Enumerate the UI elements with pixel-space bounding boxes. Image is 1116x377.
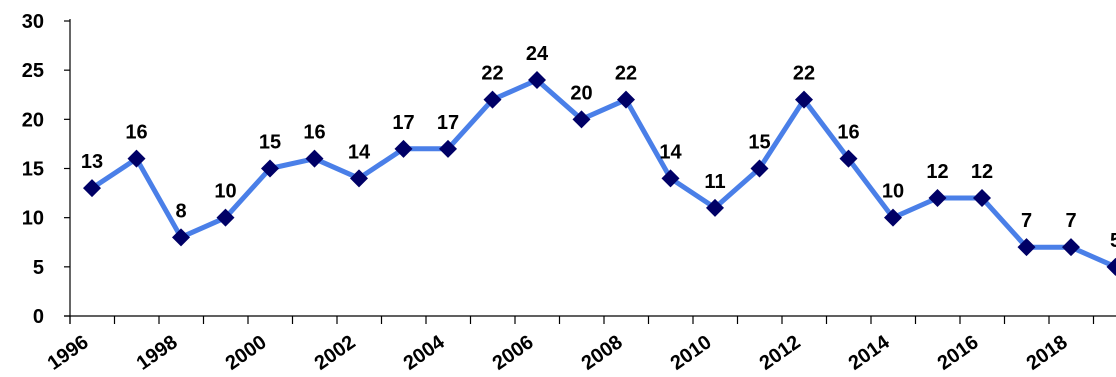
x-tick-label: 2012 — [756, 331, 805, 375]
series-line — [90, 77, 1116, 270]
data-label: 12 — [971, 161, 993, 183]
x-tick-label: 2018 — [1023, 331, 1072, 375]
x-tick-label-group: 2002 — [311, 331, 360, 375]
y-tick-label: 30 — [22, 11, 44, 33]
data-label: 7 — [1065, 210, 1076, 232]
data-label: 22 — [793, 63, 815, 85]
data-point-marker — [1062, 238, 1080, 257]
data-label: 12 — [926, 161, 948, 183]
y-tick-label: 20 — [22, 109, 44, 131]
data-point-marker — [572, 110, 591, 129]
x-tick-label: 1996 — [44, 331, 93, 375]
y-tick-label: 5 — [33, 257, 44, 279]
x-tick-label-group: 1998 — [133, 331, 182, 375]
data-point-marker — [706, 198, 724, 217]
data-label: 22 — [481, 63, 503, 85]
x-axis-ticks: 1996 1998 2000 2002 2004 2006 2008 2010 2012 2014… — [44, 316, 1095, 375]
x-tick-label-group: 2000 — [222, 331, 271, 375]
data-point-marker — [750, 159, 769, 178]
data-label: 13 — [81, 151, 103, 173]
data-point-marker — [261, 159, 279, 178]
data-label: 10 — [214, 181, 236, 203]
data-label: 10 — [882, 181, 904, 203]
x-tick-label-group: 2004 — [400, 331, 450, 375]
x-tick-label: 2000 — [222, 331, 271, 375]
x-tick-label-group: 2010 — [667, 331, 716, 375]
y-tick-label: 25 — [22, 60, 44, 82]
x-tick-label-group: 2018 — [1023, 331, 1072, 375]
data-point-marker — [528, 71, 546, 89]
data-point-marker — [839, 149, 858, 168]
y-tick-label: 0 — [33, 306, 44, 328]
data-point-marker — [973, 189, 991, 207]
y-axis-ticks: 0 5 10 15 20 25 30 — [22, 11, 70, 328]
data-point-marker — [1106, 257, 1116, 276]
data-point-marker — [172, 228, 190, 247]
x-tick-label: 2010 — [667, 331, 716, 375]
data-label: 5 — [1110, 230, 1116, 252]
data-point-marker — [884, 208, 902, 227]
y-tick-label: 10 — [22, 208, 44, 230]
data-label: 22 — [615, 63, 637, 85]
data-labels: 13 16 8 10 15 16 14 17 17 22 24 20 22 14 11 15 22 16 10 12 1… — [81, 43, 1116, 252]
data-point-marker — [83, 179, 101, 198]
x-tick-label: 2002 — [311, 331, 360, 375]
data-label: 15 — [748, 132, 770, 154]
data-label: 16 — [303, 122, 325, 144]
data-point-marker — [928, 189, 947, 207]
data-label: 16 — [125, 122, 147, 144]
x-tick-label-group: 2006 — [489, 331, 538, 375]
data-label: 17 — [392, 112, 414, 134]
data-label: 8 — [175, 200, 186, 222]
data-label: 11 — [704, 171, 725, 193]
data-point-marker — [1017, 238, 1036, 257]
x-tick-label: 2008 — [578, 331, 627, 375]
x-tick-label: 2014 — [845, 331, 895, 375]
data-point-marker — [439, 139, 457, 158]
axes — [64, 19, 1116, 324]
data-label: 14 — [348, 141, 371, 163]
data-point-marker — [483, 90, 502, 109]
data-point-marker — [394, 139, 413, 158]
data-point-marker — [305, 149, 324, 168]
data-point-marker — [617, 90, 635, 109]
x-tick-label: 2016 — [934, 331, 983, 375]
data-markers — [83, 71, 1116, 276]
x-tick-label: 2006 — [489, 331, 538, 375]
x-tick-label-group: 2008 — [578, 331, 627, 375]
data-point-marker — [127, 149, 146, 168]
x-tick-label-group: 2012 — [756, 331, 805, 375]
data-point-marker — [216, 208, 235, 227]
data-label: 16 — [837, 122, 859, 144]
x-tick-label: 2004 — [400, 331, 450, 375]
x-tick-label-group: 2016 — [934, 331, 983, 375]
data-label: 17 — [437, 112, 459, 134]
data-label: 7 — [1021, 210, 1032, 232]
data-label: 15 — [259, 132, 281, 154]
data-label: 14 — [659, 141, 682, 163]
data-point-marker — [661, 169, 680, 188]
data-point-marker — [350, 169, 368, 188]
data-point-marker — [795, 90, 813, 109]
x-tick-label-group: 2014 — [845, 331, 895, 375]
y-tick-label: 15 — [22, 159, 44, 181]
x-tick-label-group: 1996 — [44, 331, 93, 375]
x-tick-label: 1998 — [133, 331, 182, 375]
data-label: 24 — [526, 43, 549, 65]
data-label: 20 — [570, 82, 592, 104]
